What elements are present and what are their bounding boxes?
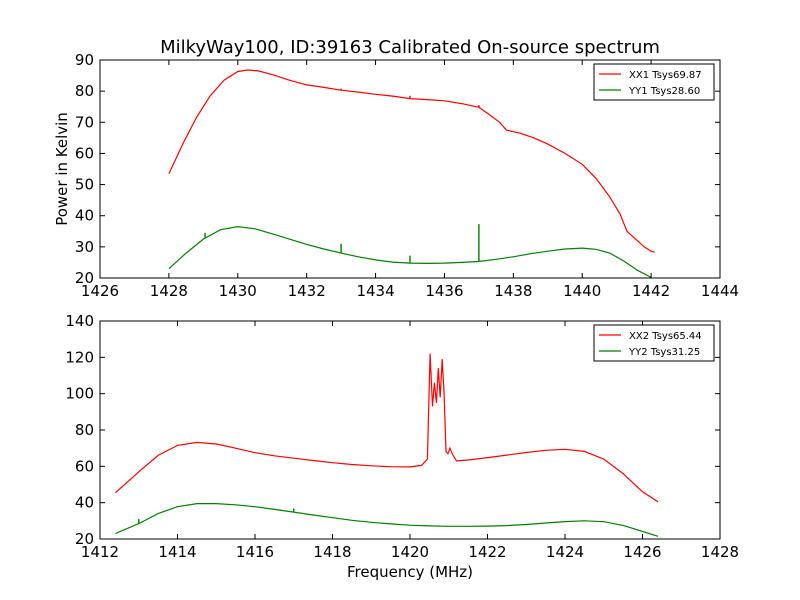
x-tick-label-0-0: 1426	[81, 282, 119, 300]
x-tick-label-1-2: 1416	[236, 543, 274, 561]
y-tick-label-0-6: 80	[75, 82, 94, 100]
x-tick-label-1-3: 1418	[313, 543, 351, 561]
x-tick-label-1-7: 1426	[623, 543, 661, 561]
y-tick-label-0-2: 40	[75, 207, 94, 225]
x-tick-label-1-8: 1428	[701, 543, 739, 561]
y-tick-label-0-7: 90	[75, 51, 94, 69]
x-tick-label-1-1: 1414	[158, 543, 196, 561]
x-tick-label-1-6: 1424	[546, 543, 584, 561]
y-tick-label-0-4: 60	[75, 144, 94, 162]
y-tick-label-1-0: 20	[75, 530, 94, 548]
legend-box-0	[593, 63, 715, 101]
y-tick-label-0-3: 50	[75, 176, 94, 194]
legend-label-0-1: YY1 Tsys28.60	[628, 86, 700, 97]
x-tick-label-0-4: 1434	[356, 282, 394, 300]
series-line-0-1	[168, 225, 652, 278]
plot-top: 1426 1428 1430 1432 1434 1436 1438 1440 1442 1444…	[75, 51, 739, 300]
x-tick-label-0-3: 1432	[288, 282, 326, 300]
legend-label-0-0: XX1 Tsys69.87	[629, 70, 702, 81]
x-axis-label: Frequency (MHz)	[347, 563, 473, 581]
y-tick-label-1-2: 60	[75, 457, 94, 475]
legend-0: XX1 Tsys69.87 YY1 Tsys28.60	[593, 63, 715, 101]
series-line-0-0	[168, 69, 655, 253]
y-tick-label-0-1: 30	[75, 238, 94, 256]
y-tick-label-0-5: 70	[75, 113, 94, 131]
series-line-1-0	[115, 353, 659, 503]
y-tick-label-1-1: 40	[75, 494, 94, 512]
plot-frame-0	[99, 59, 721, 279]
y-tick-label-1-5: 120	[65, 348, 94, 366]
x-tick-label-0-2: 1430	[219, 282, 257, 300]
x-tick-label-0-1: 1428	[150, 282, 188, 300]
x-tick-label-0-6: 1438	[494, 282, 532, 300]
plot-bottom: 1412 1414 1416 1418 1420 1422 1424 1426 1428 20 40…	[65, 312, 739, 561]
legend-box-1	[593, 324, 715, 362]
legend-label-1-0: XX2 Tsys65.44	[629, 331, 702, 342]
x-tick-label-0-7: 1440	[563, 282, 601, 300]
x-tick-label-1-5: 1422	[468, 543, 506, 561]
x-tick-label-1-4: 1420	[391, 543, 429, 561]
x-tick-label-0-9: 1444	[701, 282, 739, 300]
chart-title: MilkyWay100, ID:39163 Calibrated On-sour…	[160, 37, 660, 58]
y-tick-label-1-6: 140	[65, 312, 94, 330]
x-tick-label-0-8: 1442	[632, 282, 670, 300]
legend-1: XX2 Tsys65.44 YY2 Tsys31.25	[593, 324, 715, 362]
y-tick-label-0-0: 20	[75, 269, 94, 287]
legend-label-1-1: YY2 Tsys31.25	[628, 347, 700, 358]
y-tick-label-1-4: 100	[65, 385, 94, 403]
y-tick-label-1-3: 80	[75, 421, 94, 439]
x-tick-label-0-5: 1436	[425, 282, 463, 300]
y-axis-label: Power in Kelvin	[53, 112, 71, 226]
x-tick-label-1-0: 1412	[81, 543, 119, 561]
series-line-1-1	[115, 503, 659, 537]
